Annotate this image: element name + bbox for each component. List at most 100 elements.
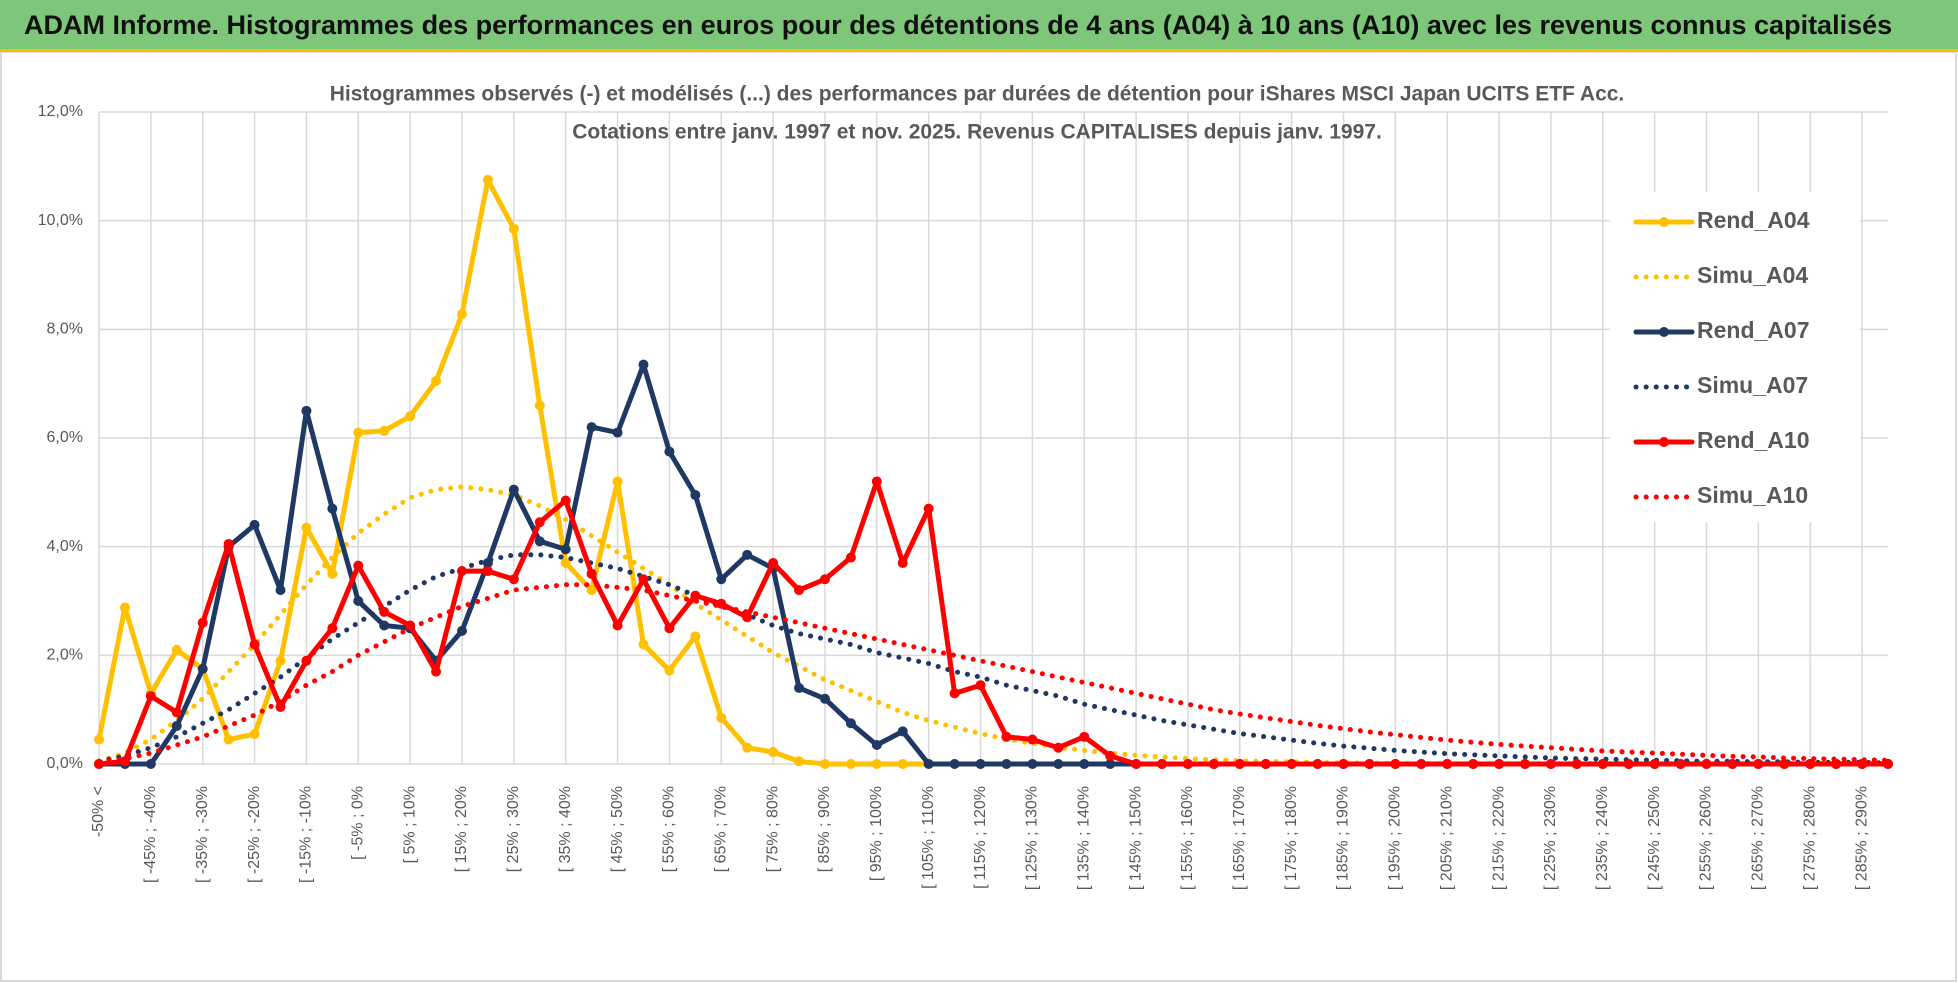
x-tick-label: [ -45% ; -40% bbox=[142, 786, 159, 883]
legend-label: Rend_A04 bbox=[1697, 207, 1810, 233]
data-point bbox=[560, 495, 571, 506]
x-tick-label: [ 255% ; 260% bbox=[1698, 786, 1715, 890]
data-point bbox=[871, 759, 882, 769]
data-point bbox=[1727, 759, 1738, 769]
data-point bbox=[405, 411, 416, 422]
data-point bbox=[301, 522, 312, 533]
x-tick-label: [ 35% ; 40% bbox=[557, 786, 574, 872]
data-point bbox=[586, 568, 597, 579]
data-line bbox=[96, 479, 1891, 767]
data-point bbox=[508, 223, 519, 234]
data-point bbox=[949, 688, 960, 699]
data-point bbox=[819, 759, 830, 769]
chart-title: Histogrammes observés (-) et modélisés (… bbox=[330, 83, 1625, 106]
data-point bbox=[586, 422, 597, 433]
data-point bbox=[327, 503, 338, 514]
data-point bbox=[171, 720, 182, 731]
data-point bbox=[690, 631, 701, 642]
data-point bbox=[1597, 759, 1608, 769]
data-point bbox=[949, 759, 960, 769]
data-point bbox=[664, 446, 675, 457]
data-point bbox=[1416, 759, 1427, 769]
data-point bbox=[1182, 759, 1193, 769]
model-line bbox=[96, 552, 1891, 766]
x-tick-label: [ 25% ; 30% bbox=[505, 786, 522, 872]
data-point bbox=[819, 574, 830, 585]
data-point bbox=[1753, 759, 1764, 769]
data-point bbox=[819, 693, 830, 704]
data-point bbox=[923, 503, 934, 514]
data-point bbox=[1234, 759, 1245, 769]
data-point bbox=[223, 734, 234, 745]
data-point bbox=[327, 568, 338, 579]
data-point bbox=[301, 655, 312, 666]
data-point bbox=[612, 620, 623, 631]
data-point bbox=[871, 476, 882, 487]
data-point bbox=[508, 484, 519, 495]
legend-background bbox=[1610, 192, 1860, 522]
data-point bbox=[1649, 759, 1660, 769]
data-point bbox=[742, 549, 753, 560]
data-point bbox=[612, 476, 623, 487]
data-point bbox=[690, 490, 701, 501]
y-tick-label: 6,0% bbox=[47, 429, 83, 446]
data-point bbox=[638, 359, 649, 370]
x-tick-label: [ 275% ; 280% bbox=[1801, 786, 1818, 890]
data-point bbox=[534, 517, 545, 528]
x-tick-label: [ 155% ; 160% bbox=[1179, 786, 1196, 890]
data-point bbox=[275, 701, 286, 712]
data-point bbox=[1779, 759, 1790, 769]
x-tick-label: [ 215% ; 220% bbox=[1490, 786, 1507, 890]
x-tick-label: [ 205% ; 210% bbox=[1438, 786, 1455, 890]
data-point bbox=[1001, 731, 1012, 742]
data-point bbox=[1286, 759, 1297, 769]
data-point bbox=[1208, 759, 1219, 769]
data-point bbox=[897, 759, 908, 769]
data-point bbox=[1260, 759, 1271, 769]
data-point bbox=[1390, 759, 1401, 769]
x-tick-label: [ 5% ; 10% bbox=[401, 786, 418, 863]
data-point bbox=[379, 425, 390, 436]
x-tick-label: [ 265% ; 270% bbox=[1750, 786, 1767, 890]
data-point bbox=[1053, 742, 1064, 753]
x-tick-label: [ 45% ; 50% bbox=[609, 786, 626, 872]
data-point bbox=[534, 400, 545, 411]
data-point bbox=[768, 747, 779, 758]
data-point bbox=[923, 759, 934, 769]
model-line bbox=[96, 582, 1891, 764]
data-point bbox=[897, 557, 908, 568]
data-point bbox=[1545, 759, 1556, 769]
x-tick-label: [ 115% ; 120% bbox=[972, 786, 989, 889]
y-tick-label: 10,0% bbox=[38, 212, 83, 229]
x-tick-label: [ 195% ; 200% bbox=[1387, 786, 1404, 890]
data-point bbox=[716, 574, 727, 585]
y-tick-label: 2,0% bbox=[47, 647, 83, 664]
x-tick-label: [ 185% ; 190% bbox=[1335, 786, 1352, 890]
data-point bbox=[482, 566, 493, 577]
data-point bbox=[871, 739, 882, 750]
data-point bbox=[1105, 759, 1116, 769]
data-point bbox=[145, 691, 156, 702]
data-point bbox=[94, 734, 104, 745]
data-point bbox=[975, 759, 986, 769]
data-point bbox=[1364, 759, 1375, 769]
data-point bbox=[145, 759, 156, 769]
y-tick-label: 8,0% bbox=[47, 321, 83, 338]
data-point bbox=[482, 174, 493, 185]
data-point bbox=[1027, 734, 1038, 745]
data-point bbox=[119, 602, 130, 613]
data-point bbox=[171, 707, 182, 718]
data-point bbox=[508, 574, 519, 585]
data-point bbox=[845, 759, 856, 769]
legend-label: Simu_A04 bbox=[1697, 262, 1808, 288]
data-point bbox=[716, 712, 727, 723]
legend-label: Rend_A10 bbox=[1697, 427, 1809, 453]
x-tick-label: [ 65% ; 70% bbox=[712, 786, 729, 872]
data-point bbox=[379, 606, 390, 617]
header-title: ADAM Informe. Histogrammes des performan… bbox=[24, 10, 1893, 40]
legend-label: Simu_A10 bbox=[1697, 482, 1808, 508]
plot bbox=[94, 174, 1893, 769]
data-point bbox=[690, 590, 701, 601]
data-point bbox=[1701, 759, 1712, 769]
data-point bbox=[1468, 759, 1479, 769]
